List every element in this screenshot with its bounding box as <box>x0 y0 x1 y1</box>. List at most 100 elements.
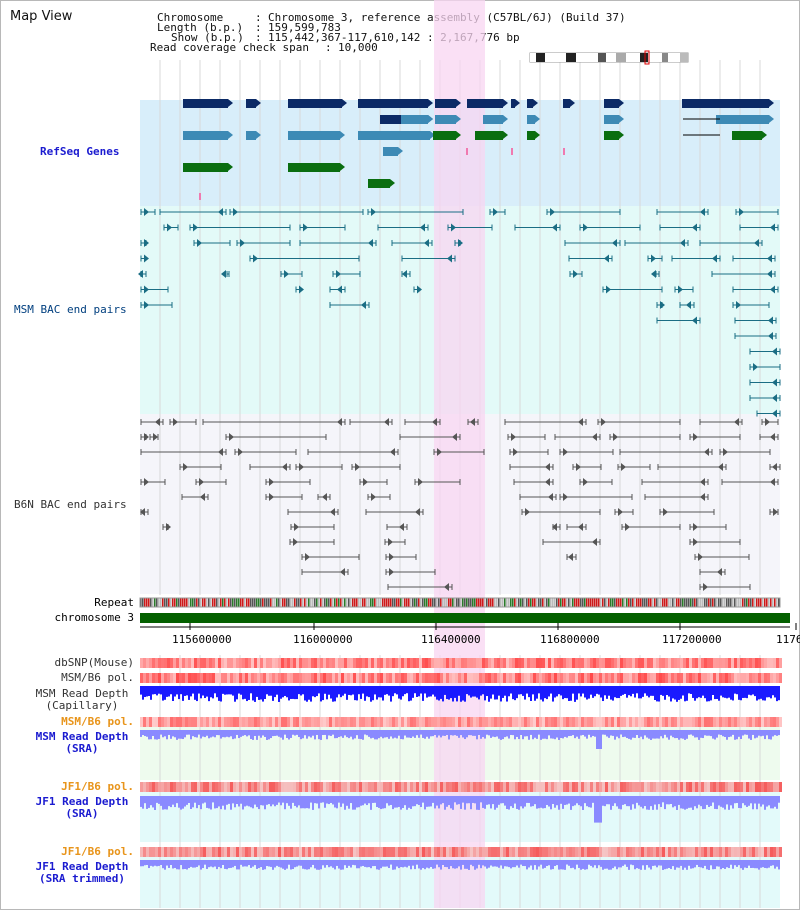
msm-sra-depth-bar <box>710 730 712 737</box>
jf1-b6-pol-heat <box>149 847 152 857</box>
msm-sra-depth-bar <box>304 730 306 736</box>
msm-b6-pol-heat <box>317 673 320 683</box>
jf1-b6-pol-heat <box>263 847 266 857</box>
repeat-mark <box>642 598 644 607</box>
msm-sra-depth-bar <box>568 730 570 737</box>
jf1-b6-pol-heat <box>536 847 539 857</box>
msm-capillary-depth-bar <box>652 686 654 696</box>
msm-b6-pol-heat <box>686 673 689 683</box>
dbsnp-heat <box>656 658 659 668</box>
jf1-sra-depth-bar <box>382 796 384 809</box>
msm-b6-pol-heat <box>566 673 569 683</box>
msm-b6-pol-heat <box>584 717 587 727</box>
msm-b6-pol-heat <box>518 673 521 683</box>
msm-sra-depth-bar <box>610 730 612 736</box>
msm-bac-pair-arrow <box>447 254 452 263</box>
jf1-trim-depth-bar <box>496 860 498 867</box>
b6n-bac-pair-arrow <box>390 448 395 456</box>
jf1-trim-depth-bar <box>336 860 338 866</box>
msm-b6-pol-heat <box>680 717 683 727</box>
jf1-sra-depth-bar <box>482 796 484 808</box>
msm-b6-pol-heat <box>254 717 257 727</box>
jf1-b6-pol-heat <box>500 847 503 857</box>
jf1-b6-pol-heat <box>389 782 392 792</box>
jf1-b6-pol-heat <box>755 847 758 857</box>
dbsnp-heat <box>566 658 569 668</box>
dbsnp-heat <box>191 658 194 668</box>
msm-capillary-depth-bar <box>706 686 708 702</box>
jf1-b6-pol-heat <box>185 782 188 792</box>
jf1-trim-depth-bar <box>254 860 256 866</box>
repeat-mark <box>310 598 312 607</box>
repeat-mark <box>436 598 438 607</box>
msm-sra-depth-bar <box>630 730 632 740</box>
msm-sra-depth-bar <box>558 730 560 740</box>
jf1-sra-depth-bar <box>346 796 348 806</box>
jf1-trim-depth-bar <box>550 860 552 870</box>
msm-b6-pol-heat <box>647 673 650 683</box>
jf1-b6-pol-heat <box>665 847 668 857</box>
msm-sra-depth-bar <box>308 730 310 737</box>
msm-b6-pol-heat <box>245 673 248 683</box>
dbsnp-heat <box>221 658 224 668</box>
msm-b6-pol-heat <box>332 717 335 727</box>
jf1-trim-depth-bar <box>374 860 376 867</box>
jf1-sra-depth-bar <box>614 796 616 804</box>
jf1-b6-pol-heat <box>422 847 425 857</box>
jf1-b6-pol-heat <box>149 782 152 792</box>
jf1-b6-pol-heat <box>590 782 593 792</box>
msm-capillary-depth-bar <box>158 686 160 694</box>
msm-b6-pol-heat <box>233 717 236 727</box>
jf1-b6-pol-heat <box>632 782 635 792</box>
msm-sra-depth-bar <box>642 730 644 740</box>
jf1-sra-depth-bar <box>356 796 358 808</box>
jf1-sra-depth-bar <box>448 796 450 806</box>
jf1-trim-depth-bar <box>622 860 624 866</box>
msm-capillary-depth-bar <box>584 686 586 698</box>
msm-capillary-depth-bar <box>522 686 524 696</box>
msm-capillary-depth-bar <box>460 686 462 702</box>
track-label-b6n-bac[interactable]: B6N BAC end pairs <box>14 498 127 511</box>
jf1-trim-depth-bar <box>288 860 290 865</box>
track-label-refseq[interactable]: RefSeq Genes <box>40 145 120 158</box>
msm-b6-pol-heat <box>518 717 521 727</box>
jf1-sra-depth-bar <box>428 796 430 807</box>
msm-b6-pol-heat <box>506 717 509 727</box>
jf1-sra-depth-bar <box>532 796 534 807</box>
jf1-b6-pol-heat <box>590 847 593 857</box>
jf1-b6-pol-heat <box>548 782 551 792</box>
msm-sra-depth-bar <box>152 730 154 736</box>
jf1-trim-depth-bar <box>774 860 776 869</box>
jf1-trim-depth-bar <box>726 860 728 868</box>
repeat-mark <box>346 598 348 607</box>
msm-capillary-depth-bar <box>410 686 412 701</box>
jf1-b6-pol-heat <box>188 782 191 792</box>
jf1-trim-depth-bar <box>684 860 686 868</box>
jf1-sra-depth-bar <box>206 796 208 808</box>
jf1-sra-depth-bar <box>384 796 386 809</box>
gene-strand-arrow <box>228 99 233 107</box>
msm-b6-pol-heat <box>314 717 317 727</box>
dbsnp-heat <box>437 658 440 668</box>
track-label-msm-bac[interactable]: MSM BAC end pairs <box>14 303 127 316</box>
msm-b6-pol-heat <box>755 717 758 727</box>
msm-capillary-depth-bar <box>282 686 284 698</box>
repeat-mark <box>450 598 452 607</box>
msm-sra-depth-bar <box>328 730 330 736</box>
msm-b6-pol-heat <box>668 717 671 727</box>
dbsnp-heat <box>266 658 269 668</box>
msm-capillary-depth-bar <box>660 686 662 695</box>
msm-b6-pol-heat <box>338 673 341 683</box>
msm-bac-pair-arrow <box>337 285 342 294</box>
dbsnp-heat <box>251 658 254 668</box>
dbsnp-heat <box>551 658 554 668</box>
jf1-sra-depth-bar <box>622 796 624 805</box>
msm-b6-pol-heat <box>632 717 635 727</box>
repeat-mark <box>470 598 472 607</box>
jf1-trim-depth-bar <box>592 860 594 868</box>
repeat-mark <box>390 598 392 607</box>
jf1-b6-pol-heat <box>440 782 443 792</box>
repeat-mark <box>362 598 364 607</box>
b6n-bac-pair-arrow <box>452 433 457 441</box>
